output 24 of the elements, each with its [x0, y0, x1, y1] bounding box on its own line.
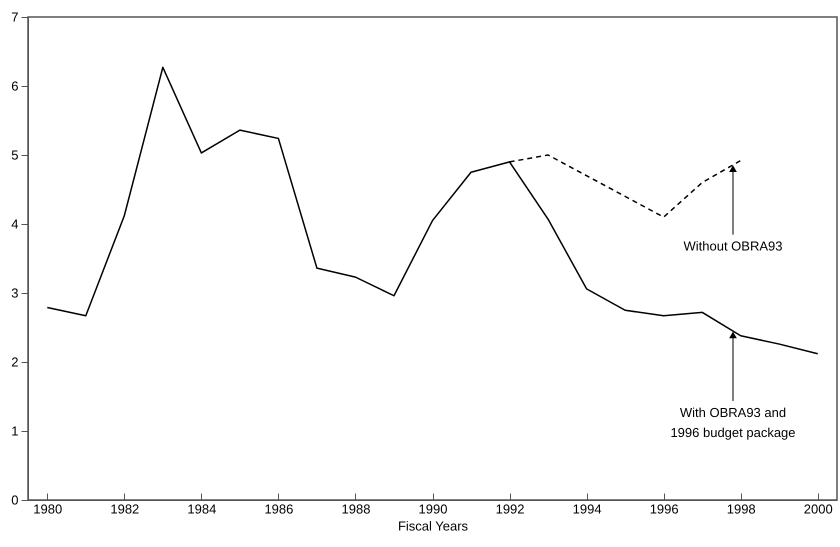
- x-tick-label: 1988: [341, 502, 370, 516]
- x-tick-label: 1982: [110, 502, 140, 516]
- y-tick-label: 4: [11, 216, 18, 232]
- x-tick-label: 2000: [804, 502, 833, 516]
- y-tick-label: 0: [11, 492, 18, 508]
- x-tick-label: 1992: [496, 502, 525, 516]
- y-tick-label: 1: [11, 424, 18, 438]
- x-tick-label: 1994: [572, 502, 602, 516]
- x-tick-label: 1990: [418, 502, 448, 516]
- x-tick-label: 1984: [187, 502, 216, 516]
- x-axis-title: Fiscal Years: [398, 518, 469, 534]
- annotation: With OBRA93 and 1996 budget package: [670, 404, 796, 440]
- line-series: [46, 66, 818, 354]
- y-tick-label: 7: [11, 10, 18, 24]
- y-tick-label: 3: [11, 286, 18, 300]
- x-tick-label: 1998: [726, 502, 756, 516]
- line-series: [508, 154, 742, 218]
- annotation: Without OBRA93: [683, 238, 782, 254]
- y-tick-label: 6: [11, 78, 18, 94]
- y-tick-label: 5: [11, 148, 18, 162]
- x-tick-label: 1996: [650, 502, 679, 516]
- x-tick-label: 1986: [264, 502, 294, 516]
- y-tick-label: 2: [11, 354, 18, 370]
- x-tick-label: 1980: [33, 502, 62, 516]
